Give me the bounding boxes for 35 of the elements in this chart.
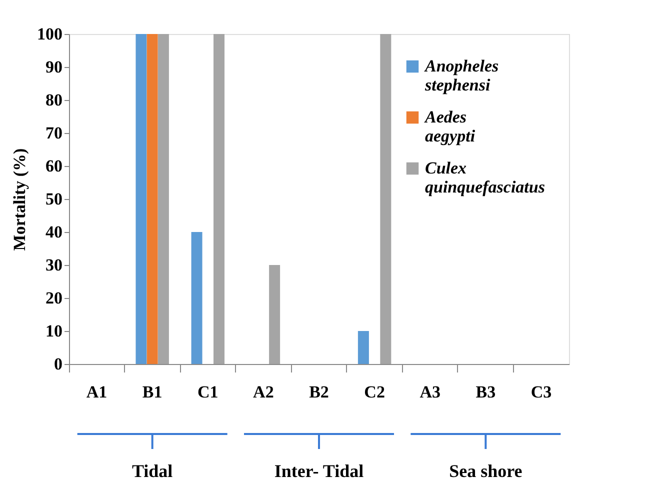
y-tick-label: 40 (46, 222, 62, 242)
y-tick-label: 30 (46, 256, 62, 274)
x-tick-label: A2 (253, 382, 274, 402)
x-tick-label: C3 (530, 382, 552, 402)
bar (380, 34, 392, 364)
y-tick-label: 60 (46, 156, 62, 176)
y-tick-label: 100 (37, 24, 62, 44)
bar (136, 34, 147, 364)
annotation: Inter- Tidal (274, 461, 364, 481)
y-tick-label: 0 (54, 354, 62, 374)
x-tick-label: A3 (420, 382, 440, 402)
y-tick-label: 70 (46, 124, 62, 142)
y-axis-title: Mortality (%) (10, 148, 29, 251)
y-tick-label: 10 (46, 322, 62, 340)
y-tick-label: 90 (46, 58, 62, 76)
bar (191, 232, 202, 364)
x-tick-label: C1 (198, 382, 218, 402)
x-tick-label: A1 (86, 382, 108, 402)
legend-label: Culex quinquefasciatus (425, 158, 546, 196)
bar (269, 265, 280, 364)
annotation: Sea shore (449, 461, 522, 481)
y-tick-label: 20 (46, 288, 62, 308)
y-tick-label: 80 (46, 90, 62, 110)
x-tick-label: C2 (364, 382, 385, 402)
bar (158, 34, 169, 364)
y-tick-label: 50 (46, 190, 62, 208)
bar (146, 34, 158, 364)
annotation: Tidal (132, 461, 173, 481)
legend-label: Aedes aegypti (424, 108, 476, 146)
x-tick-label: B2 (309, 382, 329, 402)
bar (358, 331, 369, 364)
bar (214, 34, 224, 364)
x-tick-label: B1 (142, 382, 162, 402)
legend-label: Anopheles stephensi (424, 56, 500, 94)
x-tick-label: B3 (476, 382, 496, 402)
